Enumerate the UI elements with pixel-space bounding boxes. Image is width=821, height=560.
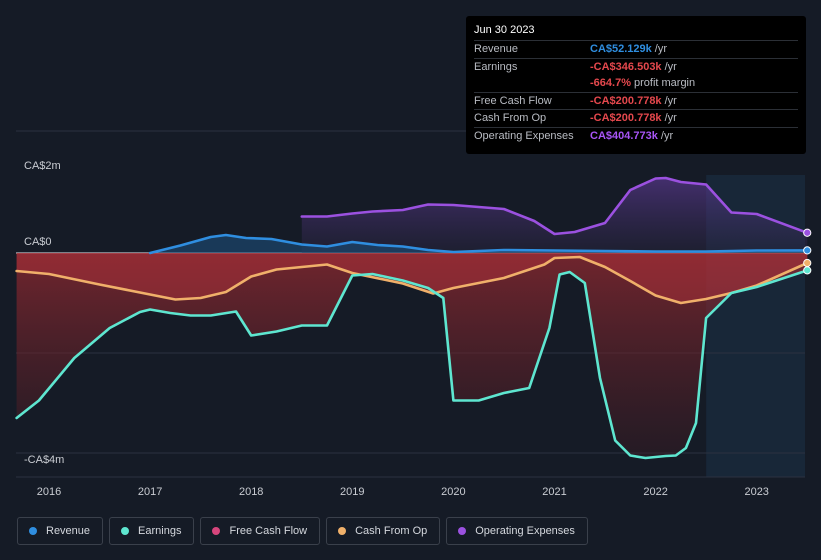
chart-legend: Revenue Earnings Free Cash Flow Cash From O… — [17, 517, 588, 545]
revenue-line — [148, 233, 809, 255]
tooltip-row: -664.7% profit margin — [474, 75, 798, 92]
earnings-end-point — [803, 266, 812, 275]
legend-item-cash-from-op[interactable]: Cash From Op — [326, 517, 441, 545]
x-tick-label: 2023 — [744, 486, 768, 498]
y-axis-label: CA$0 — [24, 236, 52, 248]
x-tick-label: 2017 — [138, 486, 162, 498]
tooltip-panel: Jun 30 2023 Revenue CA$52.129k/yr Earnings… — [466, 16, 806, 154]
legend-dot-icon — [338, 527, 347, 535]
tooltip-row-unit: /yr — [664, 60, 677, 73]
tooltip-row: Cash From Op -CA$200.778k/yr — [474, 109, 798, 127]
cash-from-op-end-point — [803, 258, 812, 268]
tooltip-row-label: Cash From Op — [474, 112, 547, 124]
tooltip-row: Free Cash Flow -CA$200.778k/yr — [474, 91, 798, 110]
series-lines — [15, 176, 812, 460]
tooltip-row-value: -CA$200.778k — [590, 112, 662, 124]
tooltip-row-unit: /yr — [660, 129, 674, 142]
revenue-area — [150, 235, 808, 253]
legend-dot-icon — [29, 527, 37, 535]
legend-dot-icon — [212, 527, 221, 535]
x-tick-label: 2020 — [441, 486, 465, 498]
tooltip-row-unit: profit margin — [633, 77, 696, 89]
tooltip-row: Operating Expenses CA$404.773k/yr — [474, 126, 798, 145]
tooltip-row-unit: /yr — [664, 112, 677, 124]
legend-label: Cash From Op — [355, 525, 428, 537]
tooltip-row-label: Revenue — [474, 43, 519, 55]
legend-label: Operating Expenses — [475, 525, 575, 537]
operating-expenses-end-point — [803, 228, 812, 237]
tooltip-date: Jun 30 2023 — [474, 24, 535, 36]
legend-item-revenue[interactable]: Revenue — [17, 517, 104, 545]
cash-from-op-line — [15, 255, 809, 305]
tooltip-row-label: Operating Expenses — [474, 129, 574, 142]
tooltip-row-value: -664.7% — [590, 77, 631, 89]
tooltip-row: Revenue CA$52.129k/yr — [474, 40, 798, 58]
revenue-end-point — [803, 246, 812, 255]
free-cash-flow-area — [16, 253, 808, 303]
y-axis-labels: CA$2m CA$0 -CA$4m — [24, 160, 64, 466]
legend-item-earnings[interactable]: Earnings — [109, 517, 195, 545]
operating-expenses-area — [301, 178, 808, 253]
tooltip-row: Earnings -CA$346.503k/yr — [474, 57, 798, 76]
legend-dot-icon — [458, 527, 467, 535]
y-axis-label: CA$2m — [24, 160, 61, 172]
tooltip-row-label: Free Cash Flow — [474, 94, 552, 107]
legend-label: Revenue — [46, 525, 91, 537]
tooltip-row-value: -CA$346.503k — [590, 60, 662, 73]
legend-dot-icon — [121, 527, 130, 535]
tooltip-row-value: -CA$200.778k — [590, 94, 662, 107]
tooltip-row-value: CA$52.129k — [590, 43, 652, 55]
legend-item-free-cash-flow[interactable]: Free Cash Flow — [200, 517, 321, 545]
legend-label: Earnings — [138, 525, 182, 537]
tooltip-row-unit: /yr — [664, 94, 677, 107]
legend-label: Free Cash Flow — [229, 525, 308, 537]
x-tick-label: 2016 — [37, 486, 61, 498]
tooltip-row-unit: /yr — [654, 43, 668, 55]
earnings-area — [16, 253, 808, 458]
legend-item-operating-expenses[interactable]: Operating Expenses — [446, 517, 588, 545]
financial-chart: CA$2m CA$0 -CA$4m 2016 2017 2018 2019 2020 2021… — [15, 130, 812, 498]
x-axis-ticks: 2016 2017 2018 2019 2020 2021 2022 2023 — [37, 486, 769, 498]
earnings-line — [15, 269, 809, 460]
y-axis-label: -CA$4m — [24, 454, 64, 466]
tooltip-row-value: CA$404.773k — [590, 129, 658, 142]
tooltip-row-label — [474, 75, 590, 92]
operating-expenses-line — [300, 176, 809, 236]
x-tick-label: 2021 — [542, 486, 566, 498]
series-areas — [16, 178, 808, 458]
tooltip-row-label: Earnings — [474, 60, 518, 73]
x-tick-label: 2019 — [340, 486, 364, 498]
x-tick-label: 2022 — [643, 486, 667, 498]
x-tick-label: 2018 — [239, 486, 263, 498]
